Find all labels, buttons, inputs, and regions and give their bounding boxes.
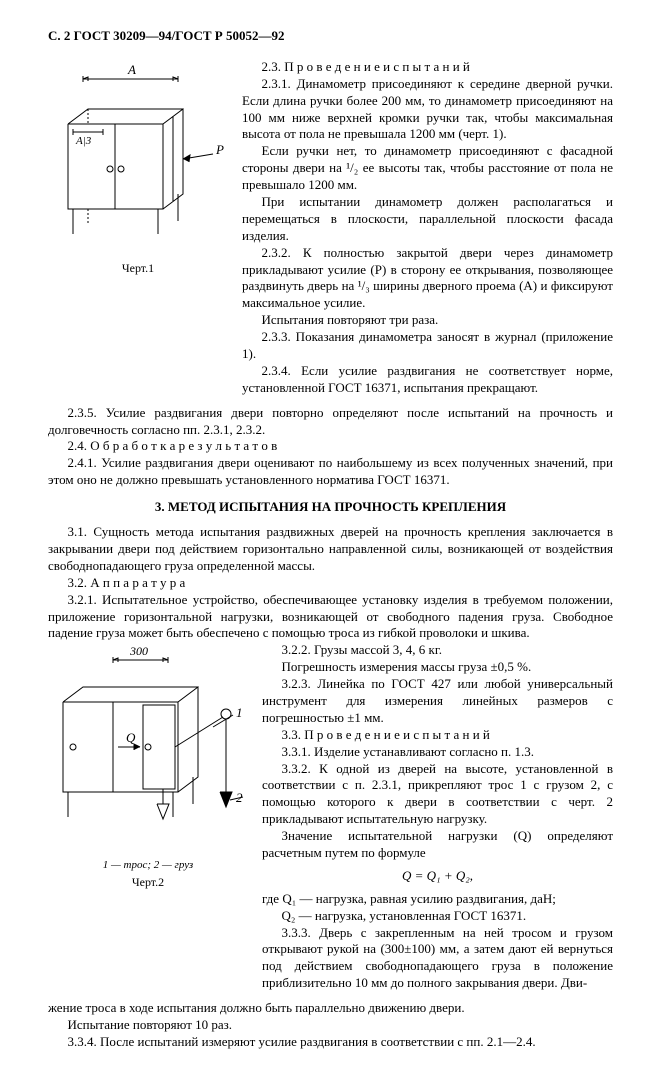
p333: 3.3.3. Дверь с закрепленным на ней тросо…: [262, 925, 613, 993]
p322: 3.2.2. Грузы массой 3, 4, 6 кг.: [262, 642, 613, 659]
p241: 2.4.1. Усилие раздвигания двери оцениваю…: [48, 455, 613, 489]
s32: 3.2. А п п а р а т у р а: [48, 575, 613, 592]
p234: 2.3.4. Если усилие раздвигания не соотве…: [242, 363, 613, 397]
p232b: Испытания повторяют три раза.: [242, 312, 613, 329]
p231c: При испытании динамометр должен располаг…: [242, 194, 613, 245]
q1-def: где Q₁ — нагрузка, равная усилию раздвиг…: [262, 891, 613, 908]
p332b: Значение испытательной нагрузки (Q) опре…: [262, 828, 613, 862]
p333b: жение троса в ходе испытания должно быть…: [48, 1000, 613, 1017]
p231: 2.3.1. Динамометр присоединяют к середин…: [242, 76, 613, 144]
p31: 3.1. Сущность метода испытания раздвижны…: [48, 524, 613, 575]
dim-a3: A|3: [75, 135, 92, 147]
fig1-label: Черт.1: [48, 261, 228, 277]
p235: 2.3.5. Усилие раздвигания двери повторно…: [48, 405, 613, 439]
p322b: Погрешность измерения массы груза ±0,5 %…: [262, 659, 613, 676]
p331: 3.3.1. Изделие устанавливают согласно п.…: [262, 744, 613, 761]
fig2-label: Черт.2: [48, 875, 248, 891]
figure-1: A A|3 P Черт.1: [48, 59, 228, 397]
section-3-title: 3. МЕТОД ИСПЫТАНИЯ НА ПРОЧНОСТЬ КРЕПЛЕНИ…: [48, 499, 613, 516]
s23: 2.3. П р о в е д е н и е и с п ы т а н и…: [242, 59, 613, 76]
p231b: Если ручки нет, то динамометр присоединя…: [242, 143, 613, 194]
p321: 3.2.1. Испытательное устройство, обеспеч…: [48, 592, 613, 643]
p233: 2.3.3. Показания динамометра заносят в ж…: [242, 329, 613, 363]
p332: 3.3.2. К одной из дверей на высоте, уста…: [262, 761, 613, 829]
p232: 2.3.2. К полностью закрытой двери через …: [242, 245, 613, 313]
fig2-legend: 1 — трос; 2 — груз: [48, 858, 248, 872]
p334: 3.3.4. После испытаний измеряют усилие р…: [48, 1034, 613, 1051]
formula-q: Q = Q₁ + Q₂,: [262, 868, 613, 885]
lbl-q: Q: [126, 730, 136, 745]
p333c: Испытание повторяют 10 раз.: [48, 1017, 613, 1034]
s24: 2.4. О б р а б о т к а р е з у л ь т а т…: [48, 438, 613, 455]
p323: 3.2.3. Линейка по ГОСТ 427 или любой уни…: [262, 676, 613, 727]
s33: 3.3. П р о в е д е н и е и с п ы т а н и…: [262, 727, 613, 744]
dim-p: P: [215, 142, 224, 157]
q2-def: Q₂ — нагрузка, установленная ГОСТ 16371.: [262, 908, 613, 925]
figure-2: 300 Q 1 2 1 — трос; 2 — груз Черт.2: [48, 642, 248, 992]
page-header: С. 2 ГОСТ 30209—94/ГОСТ Р 50052—92: [48, 28, 613, 45]
dim-a: A: [127, 62, 136, 77]
lbl-1: 1: [236, 705, 243, 720]
dim-300: 300: [129, 644, 148, 658]
